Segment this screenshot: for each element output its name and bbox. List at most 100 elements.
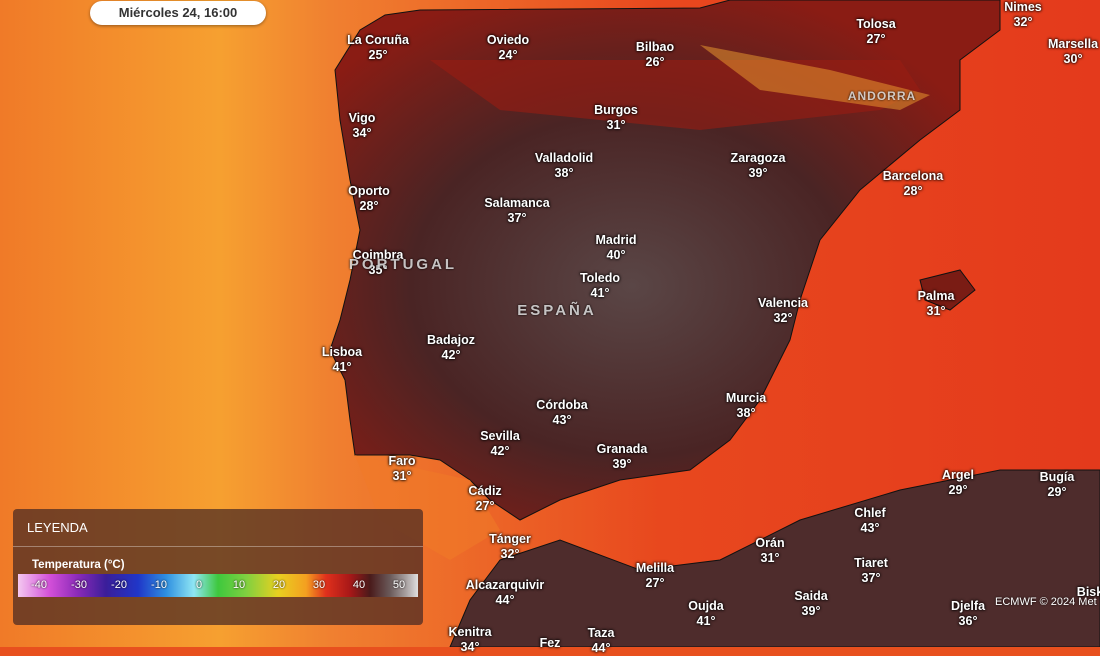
scale-label: 40 [352, 579, 366, 591]
city-temp: 31° [392, 469, 412, 483]
region-label: ESPAÑA [517, 302, 597, 319]
scale-label: -40 [31, 579, 47, 591]
city-name: Djelfa [950, 599, 986, 613]
city-name: Chlef [854, 506, 886, 520]
city-temp: 34° [460, 640, 480, 654]
city-temp: 44° [495, 593, 515, 607]
city-temp: 29° [1047, 485, 1067, 499]
city-temp: 39° [801, 604, 821, 618]
city-name: Tolosa [856, 17, 896, 31]
city-name: Valladolid [534, 151, 594, 165]
city-name: Valencia [757, 296, 809, 310]
color-scale [18, 574, 418, 597]
city-temp: 39° [748, 166, 768, 180]
city-name: Palma [917, 289, 955, 303]
city-label: Alcazarquivir 44° [466, 578, 545, 608]
city-label: Bilbao 26° [636, 40, 674, 70]
city-name: Melilla [635, 561, 675, 575]
city-name: Zaragoza [730, 151, 786, 165]
city-temp: 43° [860, 521, 880, 535]
attribution: ECMWF © 2024 Met [995, 596, 1097, 608]
city-name: Fez [539, 636, 561, 650]
date-label[interactable]: Miércoles 24, 16:00 [90, 1, 266, 25]
city-name: Murcia [725, 391, 767, 405]
city-label: Saida 39° [794, 589, 827, 619]
city-temp: 41° [332, 360, 352, 374]
scale-label: 30 [312, 579, 326, 591]
city-temp: 42° [441, 348, 461, 362]
city-label: Coimbra 35° [353, 248, 404, 278]
city-label: Djelfa 36° [951, 599, 985, 629]
scale-label: 0 [195, 579, 203, 591]
city-temp: 42° [490, 444, 510, 458]
city-name: La Coruña [347, 33, 409, 47]
city-label: Tolosa 27° [856, 17, 895, 47]
city-name: Córdoba [536, 398, 588, 412]
city-temp: 31° [760, 551, 780, 565]
city-temp: 27° [866, 32, 886, 46]
city-label: Oviedo 24° [487, 33, 529, 63]
city-temp: 38° [736, 406, 756, 420]
city-temp: 30° [1063, 52, 1083, 66]
city-label: Murcia 38° [726, 391, 766, 421]
city-label: Taza 44° [588, 626, 615, 656]
legend-separator [13, 546, 423, 547]
city-label: Melilla 27° [636, 561, 674, 591]
city-temp: 34° [352, 126, 372, 140]
region-label: PORTUGAL [348, 256, 458, 273]
city-label: Barcelona 28° [883, 169, 943, 199]
city-name: Granada [596, 442, 648, 456]
city-name: Cádiz [468, 484, 502, 498]
scale-label: 50 [392, 579, 406, 591]
city-name: Bisk [1076, 585, 1100, 599]
city-label: Zaragoza 39° [731, 151, 786, 181]
city-label: Córdoba 43° [536, 398, 587, 428]
legend-title: LEYENDA [27, 520, 88, 535]
scale-label: -30 [71, 579, 87, 591]
city-name: Sevilla [480, 429, 520, 443]
city-temp: 28° [359, 199, 379, 213]
city-name: Barcelona [882, 169, 944, 183]
city-label: Lisboa 41° [322, 345, 362, 375]
city-name: Bugía [1039, 470, 1075, 484]
city-label: Marsella 30° [1048, 37, 1098, 67]
city-name: Toledo [579, 271, 621, 285]
city-name: Saida [794, 589, 828, 603]
city-name: Tánger [489, 532, 531, 546]
city-name: Oviedo [486, 33, 530, 47]
city-label: Oporto 28° [348, 184, 390, 214]
city-temp: 41° [696, 614, 716, 628]
city-name: Bilbao [635, 40, 675, 54]
city-label: Vigo 34° [349, 111, 376, 141]
city-label: Orán 31° [755, 536, 784, 566]
scale-label: -20 [111, 579, 127, 591]
city-label: Madrid 40° [596, 233, 637, 263]
city-temp: 31° [606, 118, 626, 132]
city-name: Kenitra [448, 625, 492, 639]
city-label: Granada 39° [597, 442, 648, 472]
city-temp: 39° [612, 457, 632, 471]
city-temp: 37° [861, 571, 881, 585]
city-temp: 32° [1013, 15, 1033, 29]
city-label: Toledo 41° [580, 271, 620, 301]
city-label: Sevilla 42° [480, 429, 520, 459]
city-temp: 37° [507, 211, 527, 225]
city-name: Marsella [1047, 37, 1099, 51]
city-label: Bisk [1077, 585, 1100, 600]
city-label: Chlef 43° [854, 506, 885, 536]
city-temp: 31° [926, 304, 946, 318]
city-name: Salamanca [484, 196, 550, 210]
city-temp: 27° [475, 499, 495, 513]
city-name: Vigo [348, 111, 376, 125]
city-name: Faro [388, 454, 416, 468]
city-name: Burgos [594, 103, 638, 117]
city-temp: 32° [773, 311, 793, 325]
city-label: Fez [540, 636, 561, 651]
city-label: Tánger 32° [489, 532, 531, 562]
city-label: La Coruña 25° [347, 33, 409, 63]
city-label: Cádiz 27° [468, 484, 501, 514]
city-name: Badajoz [427, 333, 475, 347]
city-name: Nimes [1004, 0, 1042, 14]
city-label: Bugía 29° [1040, 470, 1075, 500]
